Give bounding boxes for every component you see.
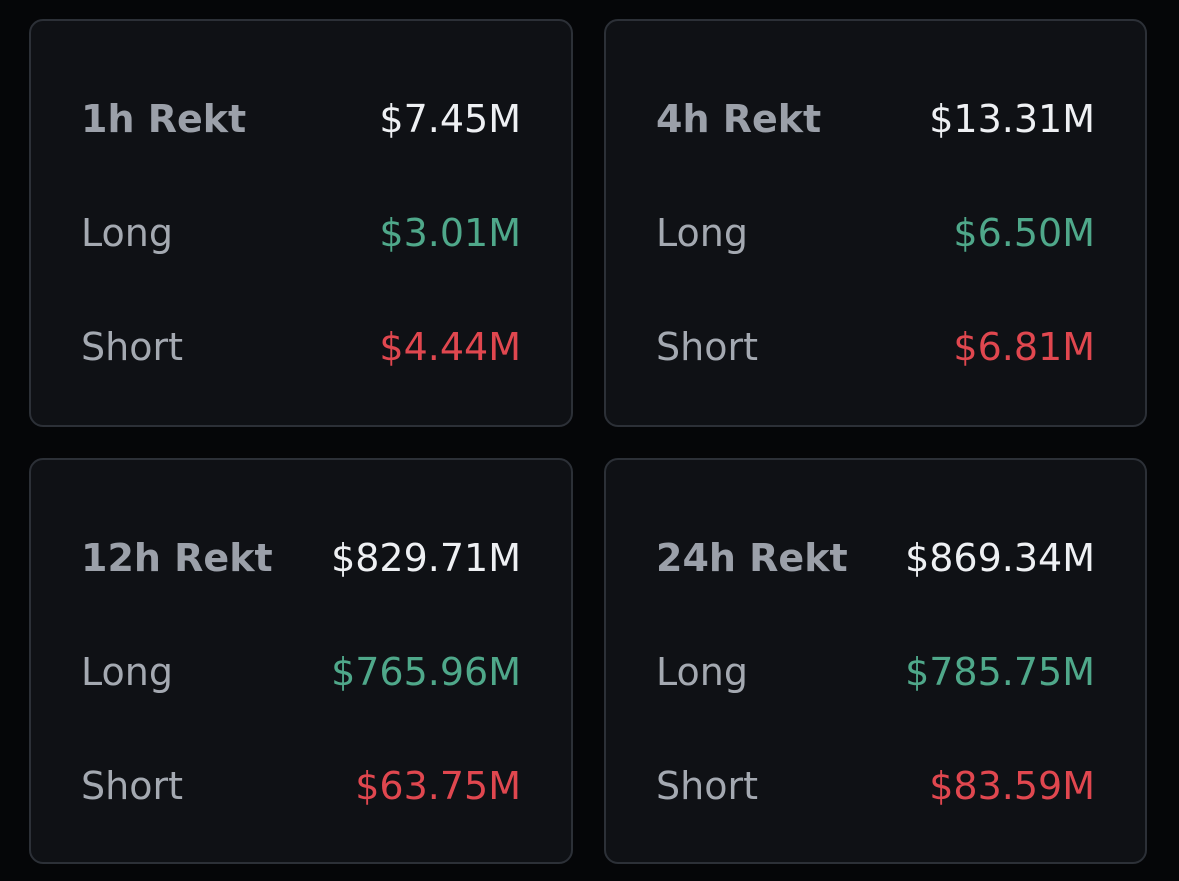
total-row: 12h Rekt $829.71M	[81, 533, 521, 583]
rekt-card-4h: 4h Rekt $13.31M Long $6.50M Short $6.81M	[604, 19, 1147, 427]
long-label: Long	[81, 650, 173, 694]
short-value: $4.44M	[379, 325, 521, 369]
rekt-card-24h: 24h Rekt $869.34M Long $785.75M Short $8…	[604, 458, 1147, 864]
long-row: Long $765.96M	[81, 647, 521, 697]
card-title: 4h Rekt	[656, 97, 822, 141]
card-title: 24h Rekt	[656, 536, 848, 580]
long-label: Long	[81, 211, 173, 255]
liquidation-summary-grid: 1h Rekt $7.45M Long $3.01M Short $4.44M …	[29, 19, 1147, 864]
short-label: Short	[656, 325, 758, 369]
short-label: Short	[656, 764, 758, 808]
short-value: $63.75M	[355, 764, 521, 808]
short-row: Short $83.59M	[656, 761, 1095, 811]
long-value: $785.75M	[905, 650, 1095, 694]
long-value: $6.50M	[953, 211, 1095, 255]
short-label: Short	[81, 325, 183, 369]
long-row: Long $6.50M	[656, 208, 1095, 258]
short-label: Short	[81, 764, 183, 808]
short-value: $83.59M	[929, 764, 1095, 808]
long-row: Long $3.01M	[81, 208, 521, 258]
total-row: 24h Rekt $869.34M	[656, 533, 1095, 583]
card-title: 1h Rekt	[81, 97, 247, 141]
short-value: $6.81M	[953, 325, 1095, 369]
card-title: 12h Rekt	[81, 536, 273, 580]
total-value: $13.31M	[929, 97, 1095, 141]
total-row: 4h Rekt $13.31M	[656, 94, 1095, 144]
short-row: Short $4.44M	[81, 322, 521, 372]
total-row: 1h Rekt $7.45M	[81, 94, 521, 144]
short-row: Short $6.81M	[656, 322, 1095, 372]
rekt-card-1h: 1h Rekt $7.45M Long $3.01M Short $4.44M	[29, 19, 573, 427]
total-value: $829.71M	[331, 536, 521, 580]
long-label: Long	[656, 211, 748, 255]
long-value: $765.96M	[331, 650, 521, 694]
long-value: $3.01M	[379, 211, 521, 255]
rekt-card-12h: 12h Rekt $829.71M Long $765.96M Short $6…	[29, 458, 573, 864]
long-row: Long $785.75M	[656, 647, 1095, 697]
total-value: $7.45M	[379, 97, 521, 141]
total-value: $869.34M	[905, 536, 1095, 580]
long-label: Long	[656, 650, 748, 694]
short-row: Short $63.75M	[81, 761, 521, 811]
